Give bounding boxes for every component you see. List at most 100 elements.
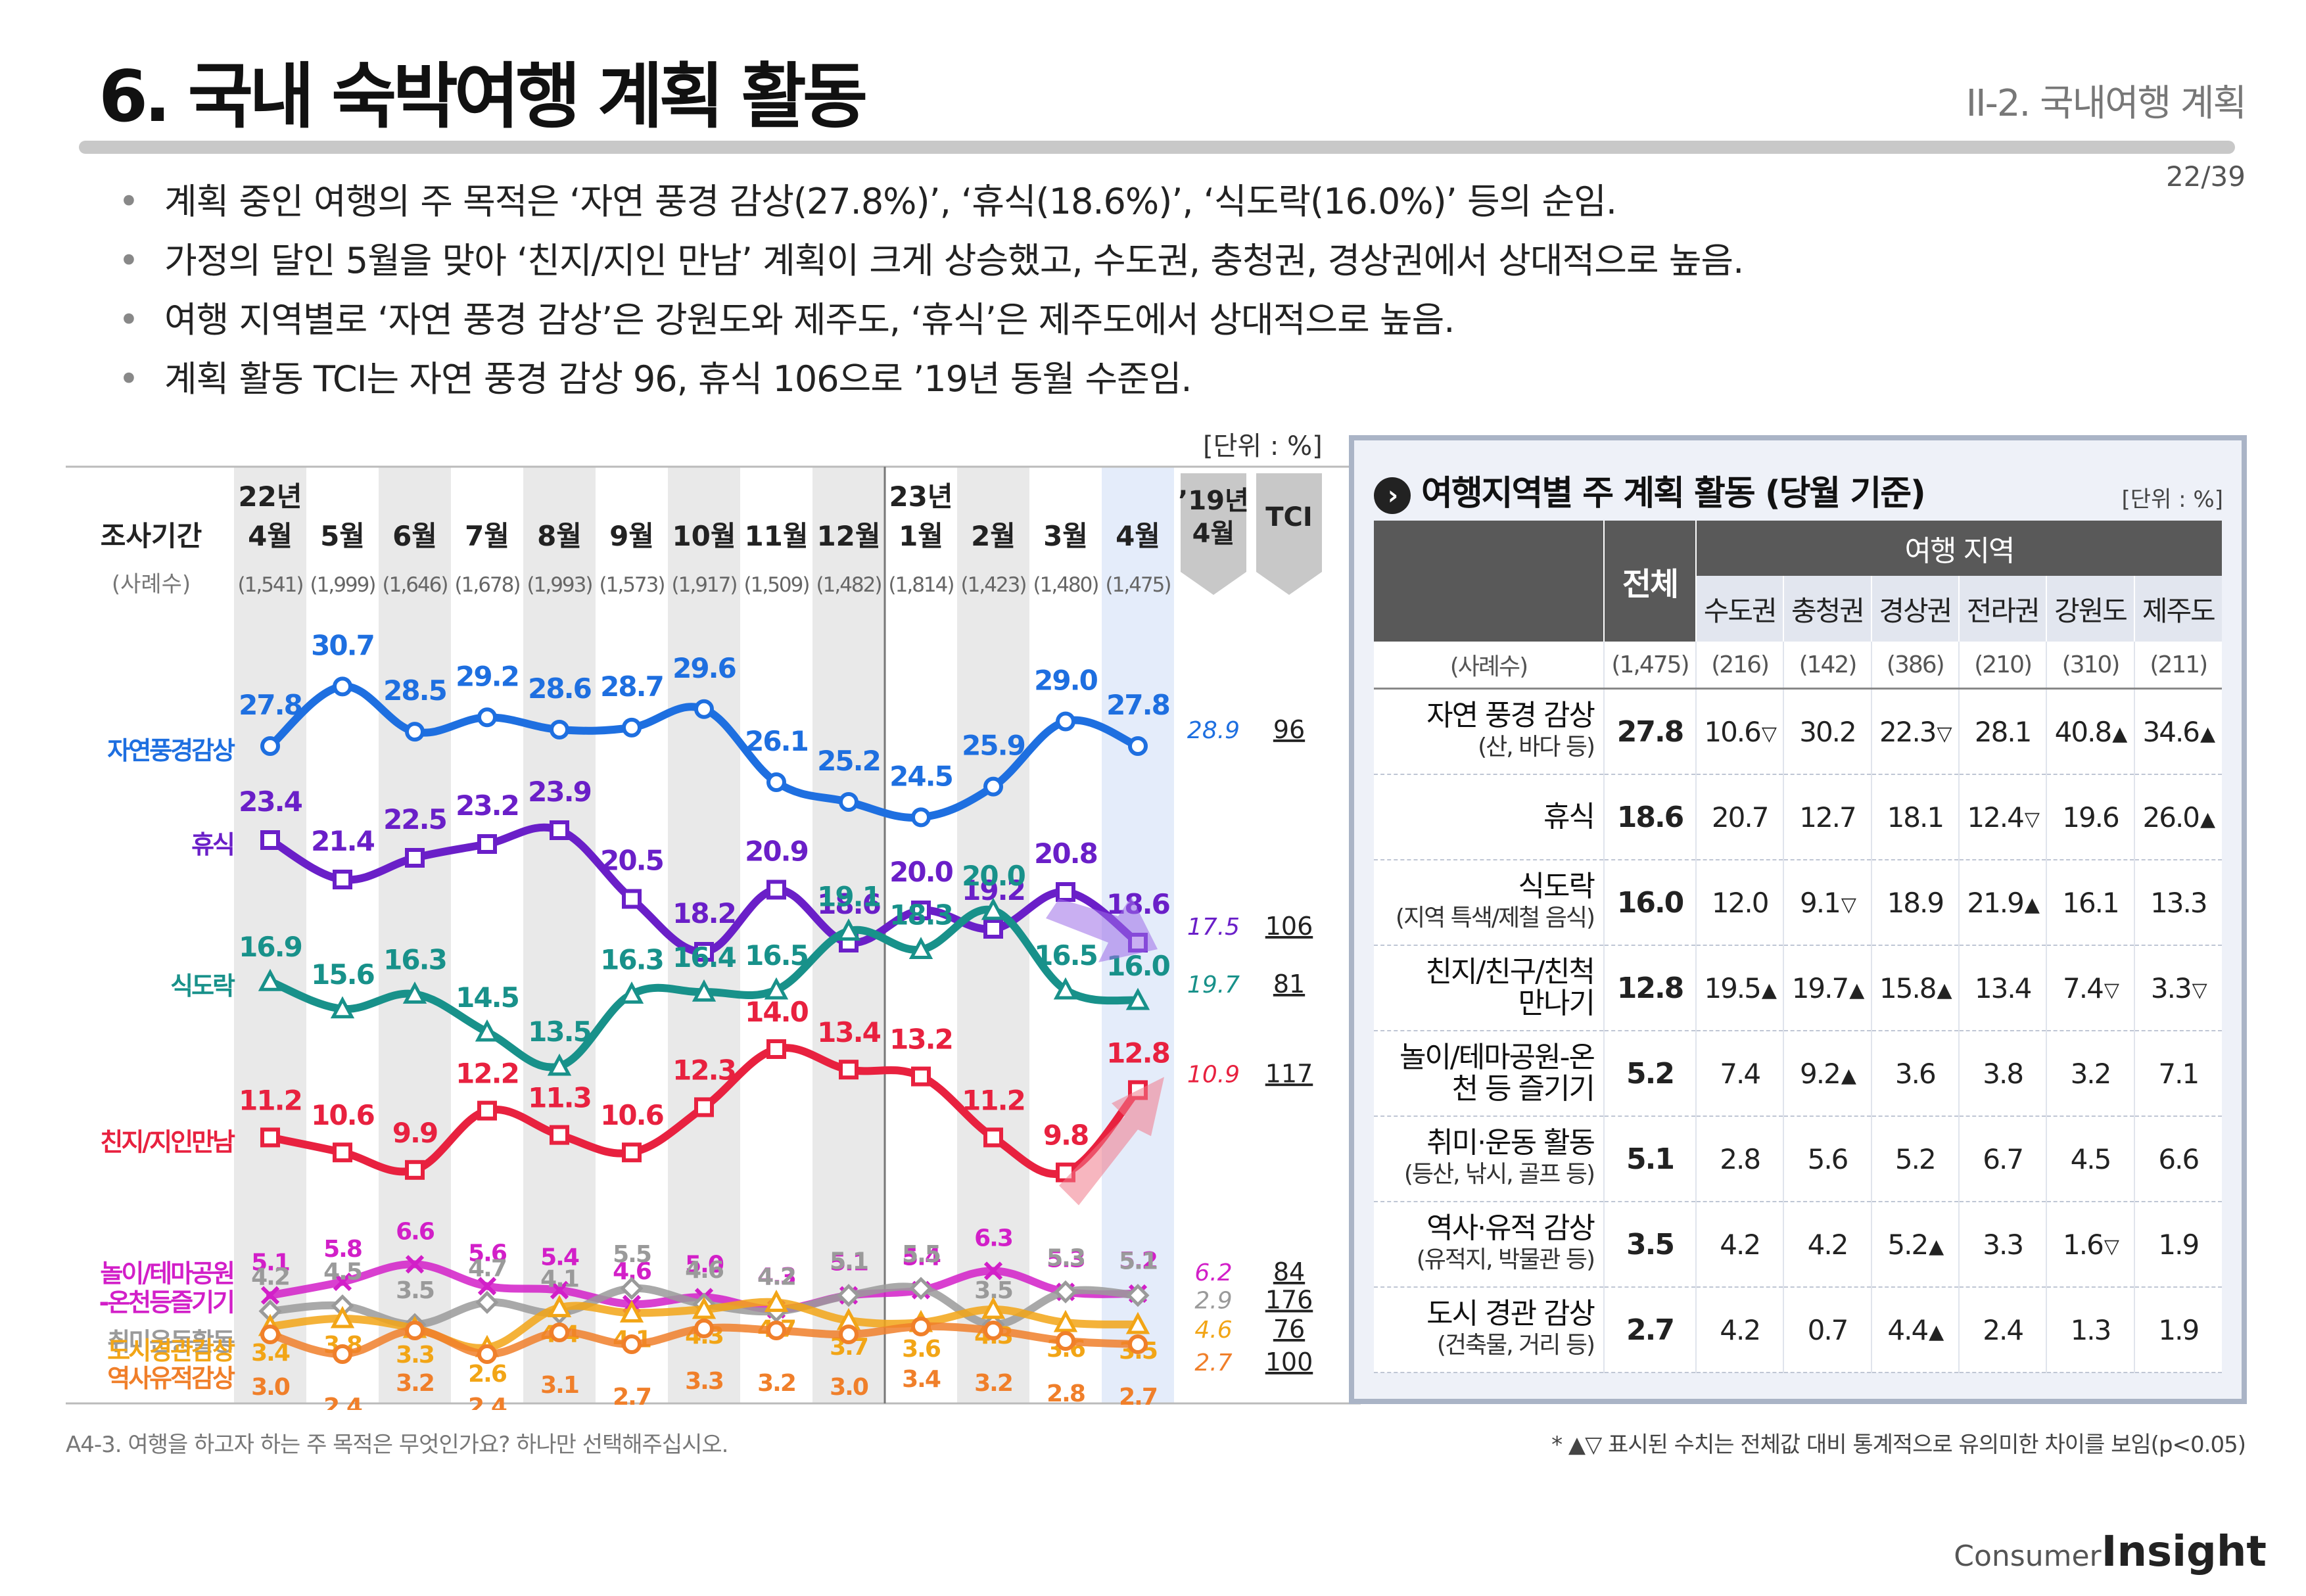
series-legend-label: -온천등즐기기 xyxy=(99,1288,233,1317)
data-point xyxy=(766,1321,786,1340)
data-label: 29.0 xyxy=(1034,665,1097,697)
data-point xyxy=(330,996,355,1019)
region-header: 충청권 xyxy=(1783,576,1871,642)
series-legend-label: 놀이/테마공원 xyxy=(100,1259,233,1288)
data-point xyxy=(1126,1284,1150,1307)
region-header: 경상권 xyxy=(1870,576,1959,642)
chevron-right-icon: › xyxy=(1374,477,1411,514)
data-point xyxy=(333,1142,352,1163)
region-value-cell: 0.7 xyxy=(1783,1287,1871,1373)
bullet-item: • 계획 중인 여행의 주 목적은 ‘자연 풍경 감상(27.8%)’, ‘휴식(… xyxy=(118,172,1743,231)
data-label: 19.1 xyxy=(817,881,880,913)
region-value-cell: 1.9 xyxy=(2133,1287,2222,1373)
significant-down-icon: ▽ xyxy=(2024,807,2040,831)
data-point xyxy=(405,1255,425,1274)
data-label: 5.8 xyxy=(323,1236,362,1263)
data-point xyxy=(981,1296,1006,1319)
data-point xyxy=(692,979,717,1002)
region-value-cell: 6.7 xyxy=(1958,1116,2047,1202)
data-point xyxy=(475,1019,500,1042)
data-point xyxy=(1125,987,1150,1010)
data-point xyxy=(836,918,861,941)
tci-value: 176 xyxy=(1265,1286,1313,1315)
sample-size-label: (1,475) xyxy=(1106,573,1171,597)
region-value-cell: 5.6 xyxy=(1783,1116,1871,1202)
ref-value: 4.6 xyxy=(1194,1317,1232,1344)
data-label: 5.4 xyxy=(540,1244,579,1271)
series-legend-label: 휴식 xyxy=(191,830,233,859)
significant-up-icon: ▲ xyxy=(1761,978,1777,1002)
significant-down-icon: ▽ xyxy=(1761,722,1777,745)
data-label: 3.3 xyxy=(685,1368,723,1395)
data-point xyxy=(766,772,786,792)
data-point xyxy=(330,1305,355,1328)
data-point xyxy=(475,1290,499,1314)
data-label: 16.4 xyxy=(672,941,736,974)
data-label: 20.0 xyxy=(889,856,953,888)
data-point xyxy=(983,1321,1003,1340)
month-tick-label: 12월 xyxy=(816,520,880,552)
data-point xyxy=(694,1319,714,1338)
total-cell: 12.8 xyxy=(1603,945,1696,1031)
sample-count-cell: (216) xyxy=(1695,642,1784,690)
data-label: 23.4 xyxy=(239,786,302,818)
month-tick-label: 5월 xyxy=(320,520,365,552)
region-value-cell: 4.2 xyxy=(1695,1287,1784,1373)
data-point xyxy=(405,1321,425,1340)
data-label: 18.2 xyxy=(672,897,736,929)
data-label: 11.2 xyxy=(962,1084,1025,1116)
region-value-cell: 2.4 xyxy=(1958,1287,2047,1373)
data-label: 5.1 xyxy=(1119,1248,1157,1275)
sample-count-cell: (310) xyxy=(2046,642,2134,690)
series-legend-label: 취미운동활동 xyxy=(107,1328,235,1357)
data-point xyxy=(1128,736,1148,756)
data-label: 15.6 xyxy=(311,958,374,991)
significant-down-icon: ▽ xyxy=(2104,1234,2119,1258)
data-label: 11.3 xyxy=(528,1082,591,1114)
significant-down-icon: ▽ xyxy=(2192,978,2207,1002)
data-point xyxy=(547,1053,572,1076)
data-label: 3.1 xyxy=(540,1372,578,1399)
sample-size-label: (1,480) xyxy=(1033,573,1098,597)
row-label: 친지/친구/친척 만나기 xyxy=(1374,945,1604,1031)
title-divider xyxy=(79,141,2235,154)
data-point xyxy=(839,792,859,812)
data-label: 9.8 xyxy=(1043,1119,1088,1152)
region-value-cell: 13.3 xyxy=(2133,860,2222,946)
data-label: 28.7 xyxy=(600,670,663,703)
sample-count-cell: (211) xyxy=(2133,642,2222,690)
tci-value: 117 xyxy=(1265,1059,1313,1088)
data-point xyxy=(620,1277,644,1300)
significant-up-icon: ▲ xyxy=(2200,807,2215,831)
data-point xyxy=(1054,1280,1077,1303)
data-label: 13.4 xyxy=(817,1016,880,1048)
region-table-title: › 여행지역별 주 계획 활동 (당월 기준) xyxy=(1374,465,1926,515)
region-value-cell: 10.6▽ xyxy=(1695,688,1784,775)
data-label: 5.5 xyxy=(902,1241,940,1268)
sample-count-cell: (210) xyxy=(1958,642,2047,690)
significant-down-icon: ▽ xyxy=(1937,722,1952,745)
data-point xyxy=(402,981,427,1004)
data-label: 18.3 xyxy=(889,899,953,931)
bullet-item: • 계획 활동 TCI는 자연 풍경 감상 96, 휴식 106으로 ’19년 동… xyxy=(118,350,1743,409)
region-header: 강원도 xyxy=(2046,576,2134,642)
region-table: 전체 여행 지역 수도권 충청권 경상권 전라권 강원도 제주도 (사례수) (1,475)… xyxy=(1374,521,2222,1373)
data-point xyxy=(694,699,714,719)
data-point xyxy=(550,1323,569,1342)
sample-size-label: (1,482) xyxy=(816,573,882,597)
data-point xyxy=(550,720,569,739)
region-value-cell: 15.8▲ xyxy=(1870,945,1959,1031)
region-value-cell: 7.4▽ xyxy=(2046,945,2134,1031)
sample-size-label: (1,509) xyxy=(744,573,809,597)
data-label: 5.1 xyxy=(830,1250,868,1277)
data-point xyxy=(622,717,642,738)
data-label: 3.6 xyxy=(902,1336,941,1363)
data-label: 27.8 xyxy=(239,689,302,721)
region-header: 전라권 xyxy=(1958,576,2047,642)
data-point xyxy=(405,1160,425,1180)
region-value-cell: 3.6 xyxy=(1870,1031,1959,1117)
data-label: 29.2 xyxy=(456,660,519,692)
data-label: 10.6 xyxy=(600,1099,663,1131)
sample-size-label: (1,423) xyxy=(961,573,1026,597)
data-label: 5.0 xyxy=(685,1251,724,1278)
